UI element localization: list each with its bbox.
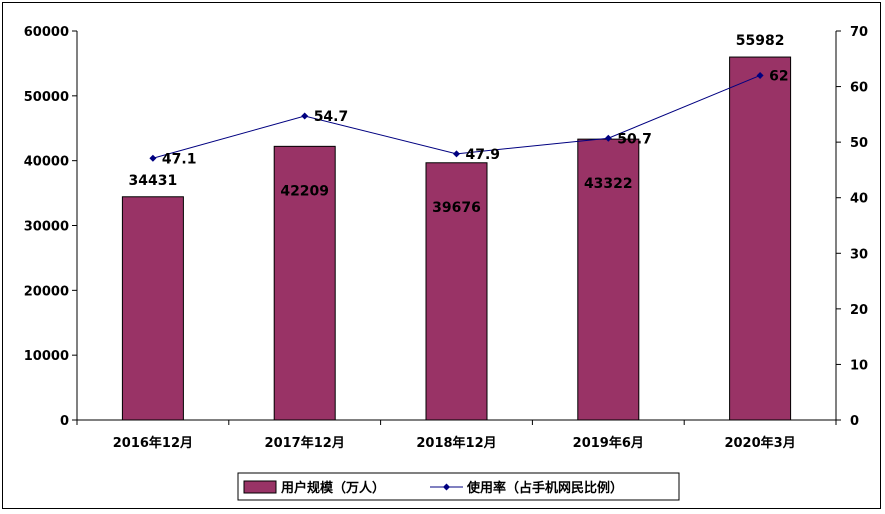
bar-value-label: 43322 [584, 176, 633, 192]
axes: 0 10000 20000 30000 40000 50000 60000 0 10 20 30 40… [24, 25, 868, 451]
line-point [604, 134, 612, 142]
chart-frame: 0 10000 20000 30000 40000 50000 60000 0 10 20 30 40… [2, 2, 881, 509]
right-tick-label: 40 [850, 192, 868, 207]
bar [425, 162, 488, 421]
x-tick-label: 2017年12月 [265, 435, 345, 451]
bars [121, 56, 792, 421]
line-value-label: 47.1 [162, 151, 197, 167]
right-tick-label: 10 [850, 358, 868, 373]
right-tick-label: 20 [850, 303, 868, 318]
right-tick-label: 30 [850, 247, 868, 262]
x-tick-label: 2018年12月 [416, 435, 496, 451]
bar [729, 56, 792, 421]
line-point [453, 150, 460, 158]
bar [121, 196, 184, 421]
left-tick-label: 20000 [24, 284, 69, 299]
left-tick-label: 10000 [24, 349, 69, 364]
left-tick-label: 50000 [24, 90, 69, 105]
x-tick-label: 2019年6月 [573, 435, 644, 451]
left-tick-label: 0 [60, 414, 69, 429]
legend: 用户规模（万人） 使用率（占手机网民比例） [237, 472, 680, 501]
line-value-label: 54.7 [314, 109, 349, 125]
left-tick-label: 40000 [24, 155, 69, 170]
bar [577, 138, 640, 421]
right-tick-label: 60 [850, 81, 868, 96]
usage-rate-line [149, 71, 764, 162]
x-tick-label: 2020年3月 [724, 435, 795, 451]
line-value-label: 47.9 [466, 147, 501, 163]
right-tick-label: 50 [850, 136, 868, 151]
right-tick-label: 0 [850, 414, 859, 429]
bar-value-label: 55982 [736, 33, 785, 49]
legend-bar-label: 用户规模（万人） [280, 480, 385, 496]
bar-value-label: 42209 [280, 183, 329, 199]
left-tick-label: 30000 [24, 220, 69, 235]
line-point [301, 112, 309, 120]
left-tick-label: 60000 [24, 25, 69, 40]
line-value-label: 50.7 [617, 131, 652, 147]
right-tick-label: 70 [850, 25, 868, 40]
legend-line-marker [443, 483, 450, 491]
bar-value-label: 39676 [432, 200, 481, 216]
chart: 0 10000 20000 30000 40000 50000 60000 0 10 20 30 40… [24, 25, 868, 501]
line-point [756, 71, 764, 79]
legend-bar-swatch [243, 480, 277, 494]
line-point [149, 154, 157, 162]
usage-rate-polyline [152, 74, 761, 159]
x-tick-label: 2016年12月 [113, 435, 193, 451]
legend-line-label: 使用率（占手机网民比例） [466, 480, 623, 496]
bar-value-label: 34431 [129, 173, 178, 189]
line-value-label: 62 [769, 68, 788, 84]
bar [273, 145, 336, 421]
data-labels: 34431 42209 39676 43322 55982 47.1 54.7 47.9 50.… [129, 33, 789, 216]
